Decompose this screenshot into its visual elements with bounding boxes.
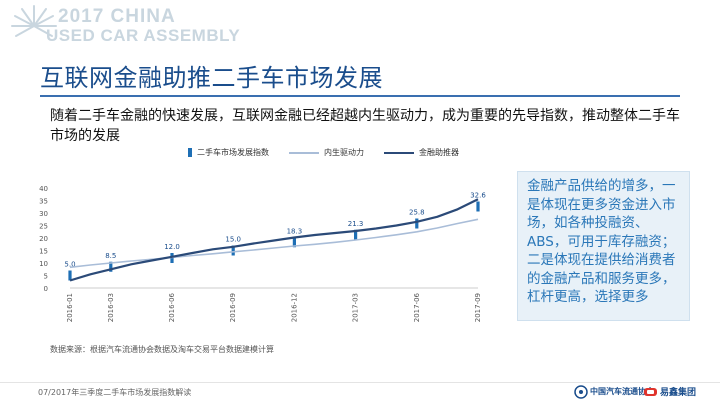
index-bar [109,261,113,272]
series-line-finance [69,198,479,282]
legend-item-finance: 金融助推器 [384,147,459,158]
legend-item-bar: 二手车市场发展指数 [188,147,269,158]
index-bar-label: 12.0 [164,243,180,251]
series-line-internal [69,218,479,269]
data-source-note: 数据来源：根据汽车流通协会数据及淘车交易平台数据建模计算 [50,345,274,354]
x-tick-label: 2016-12 [290,293,298,322]
footer-page-text: 07/2017年三季度二手车市场发展指数解读 [38,388,192,397]
legend-swatch-internal [289,151,319,154]
line-bar-chart: 0 5 10 15 20 25 30 35 40 2016-01 2016-03 2016-06 201… [39,185,486,322]
y-tick-label: 0 [44,285,48,293]
index-bar-label: 8.5 [105,252,116,260]
x-tick-label: 2017-06 [413,292,421,322]
y-tick-label: 40 [39,185,48,193]
page-title: 互联网金融助推二手车市场发展 [40,64,383,92]
yixin-logo-icon [644,388,657,396]
index-bar-label: 5.0 [64,261,75,269]
index-bar-label: 32.6 [470,192,486,200]
legend-label-internal: 内生驱动力 [324,148,364,157]
x-tick-label: 2016-09 [229,293,237,322]
y-tick-label: 20 [39,235,48,243]
legend-item-internal: 内生驱动力 [289,147,364,158]
y-tick-label: 10 [39,260,48,268]
y-tick-label: 25 [39,223,48,231]
index-bar [354,229,358,240]
footer-org-association: 中国汽车流通协会 [590,387,654,396]
index-bar-label: 21.3 [348,220,364,228]
y-tick-label: 15 [39,248,48,256]
y-tick-label: 5 [44,273,48,281]
starburst-logo-icon [11,5,57,37]
index-bar [415,218,419,229]
footer-org-yixin: 易鑫集团 [660,388,697,398]
index-bar [231,245,235,256]
index-bar [68,270,72,281]
footer: 07/2017年三季度二手车市场发展指数解读 中国汽车流通协会 易鑫集团 [0,382,720,406]
index-bar [292,237,296,248]
y-tick-label: 35 [39,198,48,206]
callout-box: 金融产品供给的增多，一是体现在更多资金进入市场，如各种投融资、ABS，可用于库存… [517,171,690,321]
title-divider [40,95,680,97]
header-logo: 2017 CHINA USED CAR ASSEMBLY [6,2,256,50]
page-subtitle: 随着二手车金融的快速发展，互联网金融已经超越内生驱动力，成为重要的先导指数，推动… [50,108,680,144]
chart-legend: 二手车市场发展指数 内生驱动力 金融助推器 [188,147,479,158]
x-tick-label: 2016-01 [66,293,74,322]
legend-label-finance: 金融助推器 [419,148,459,157]
index-bar-label: 25.8 [409,209,425,217]
x-tick-label: 2017-03 [352,293,360,322]
x-tick-label: 2016-03 [107,293,115,322]
chart-area: 0 5 10 15 20 25 30 35 40 2016-01 2016-03 2016-06 201… [30,160,510,344]
y-tick-label: 30 [39,210,48,218]
association-logo-icon [574,385,588,399]
index-bar [476,201,480,212]
legend-label-bar: 二手车市场发展指数 [197,148,269,157]
x-tick-label: 2017-09 [474,293,482,322]
x-tick-label: 2016-06 [168,292,176,322]
legend-swatch-bar [188,148,192,157]
index-bar-label: 18.3 [287,227,303,235]
index-bar-label: 15.0 [225,236,241,244]
logo-title: 2017 CHINA [58,6,176,27]
legend-swatch-finance [384,151,414,154]
logo-subtitle: USED CAR ASSEMBLY [46,26,241,45]
